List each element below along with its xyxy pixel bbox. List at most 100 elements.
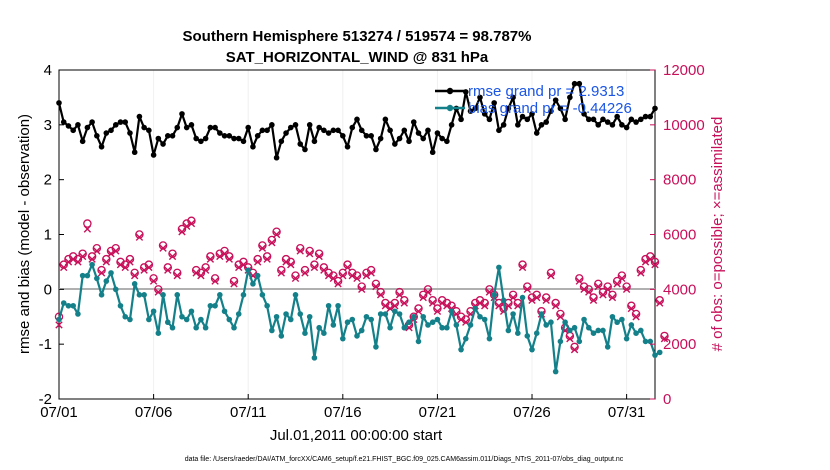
obs-assimilated-point [173, 271, 181, 280]
y2-tick-label: 0 [663, 391, 671, 408]
rmse-data-point [183, 124, 190, 131]
rmse-data-point [491, 100, 497, 106]
obs-assimilated-stroke [107, 249, 115, 258]
obs-assimilated-point [400, 299, 408, 307]
rmse-data-point [444, 138, 450, 145]
rmse-data-point [146, 127, 152, 134]
bias-data-point [330, 322, 337, 328]
bias-data-point [373, 344, 379, 350]
bias-data-point [141, 292, 147, 298]
obs-assimilated-point [164, 266, 172, 274]
obs-assimilated-stroke [376, 291, 385, 299]
obs-assimilated-stroke [414, 307, 423, 315]
rmse-data-point [585, 116, 592, 123]
rmse-data-point [136, 113, 143, 120]
rmse-data-point [254, 133, 261, 139]
obs-assimilated-stroke [263, 255, 271, 263]
bias-data-point [619, 316, 625, 323]
bias-data-point [122, 313, 129, 320]
obs-assimilated-point [296, 247, 304, 255]
obs-assimilated-point [116, 260, 125, 269]
obs-assimilated-point [159, 244, 167, 252]
rmse-data-point [571, 80, 578, 87]
bias-data-point [529, 346, 535, 353]
rmse-data-point [240, 138, 247, 145]
obs-assimilated-stroke [258, 244, 267, 252]
obs-assimilated-stroke [386, 304, 394, 313]
rmse-data-point [515, 122, 521, 128]
obs-assimilated-point [523, 285, 531, 294]
obs-assimilated-point [372, 282, 380, 291]
obs-assimilated-stroke [424, 288, 432, 296]
obs-assimilated-point [130, 271, 139, 280]
rmse-data-point [368, 133, 374, 139]
rmse-data-point [226, 133, 233, 139]
rmse-data-point [425, 127, 431, 134]
obs-assimilated-point [78, 252, 87, 261]
bias-data-point [273, 313, 280, 320]
bias-data-point [505, 327, 512, 334]
obs-assimilated-stroke [660, 334, 669, 343]
rmse-data-point [633, 119, 639, 125]
obs-assimilated-stroke [594, 282, 602, 291]
rmse-data-point [112, 122, 119, 128]
rmse-data-point [287, 124, 294, 131]
obs-assimilated-stroke [64, 258, 73, 266]
obs-assimilated-stroke [135, 233, 144, 241]
rmse-data-point [581, 111, 587, 117]
bias-data-point [524, 333, 531, 339]
bias-data-point [306, 313, 313, 320]
bias-data-point [231, 324, 237, 331]
rmse-data-point [264, 127, 270, 134]
bias-data-point [425, 322, 431, 328]
rmse-data-point [155, 135, 162, 142]
bias-data-point [434, 316, 441, 323]
rmse-data-point [335, 127, 341, 134]
obs-assimilated-point [315, 252, 323, 261]
obs-assimilated-point [343, 263, 352, 272]
obs-assimilated-stroke [632, 313, 640, 321]
rmse-data-point [75, 122, 81, 128]
rmse-data-point [548, 108, 554, 114]
rmse-data-point [84, 124, 91, 131]
rmse-data-point [467, 108, 474, 114]
obs-assimilated-stroke [154, 288, 163, 296]
obs-assimilated-stroke [296, 247, 304, 255]
obs-assimilated-point [556, 313, 565, 321]
bias-data-point [392, 308, 398, 315]
bias-data-point [548, 319, 554, 326]
bias-data-point [581, 316, 587, 323]
bias-data-point [174, 292, 181, 298]
obs-assimilated-stroke [443, 302, 451, 310]
bias-data-point [467, 322, 474, 328]
rmse-data-point [496, 127, 502, 134]
obs-assimilated-point [64, 258, 73, 266]
obs-assimilated-point [306, 249, 314, 258]
y-tick-label: 2 [44, 172, 52, 189]
obs-assimilated-stroke [641, 258, 650, 266]
obs-assimilated-stroke [235, 263, 243, 272]
obs-assimilated-stroke [542, 296, 550, 304]
bias-data-point [609, 313, 616, 320]
obs-assimilated-point [509, 293, 517, 302]
rmse-data-point [273, 154, 280, 161]
bias-data-point [510, 311, 516, 317]
bias-data-point [245, 267, 252, 273]
y2-tick-label: 6000 [663, 227, 696, 244]
rmse-data-point [595, 122, 602, 128]
y-tick-label: 4 [44, 62, 52, 79]
obs-assimilated-point [168, 252, 177, 261]
obs-assimilated-point [651, 260, 659, 269]
obs-assimilated-stroke [173, 271, 181, 280]
rmse-data-point [354, 116, 360, 123]
rmse-data-point [70, 127, 76, 134]
obs-assimilated-stroke [358, 285, 366, 294]
obs-assimilated-stroke [69, 255, 77, 263]
obs-assimilated-point [391, 302, 399, 310]
obs-assimilated-point [547, 271, 555, 280]
data-file-footnote: data file: /Users/raeder/DAI/ATM_forcXX/… [185, 456, 624, 463]
obs-assimilated-point [504, 302, 513, 310]
obs-assimilated-stroke [656, 299, 664, 307]
rmse-data-point [193, 135, 199, 142]
